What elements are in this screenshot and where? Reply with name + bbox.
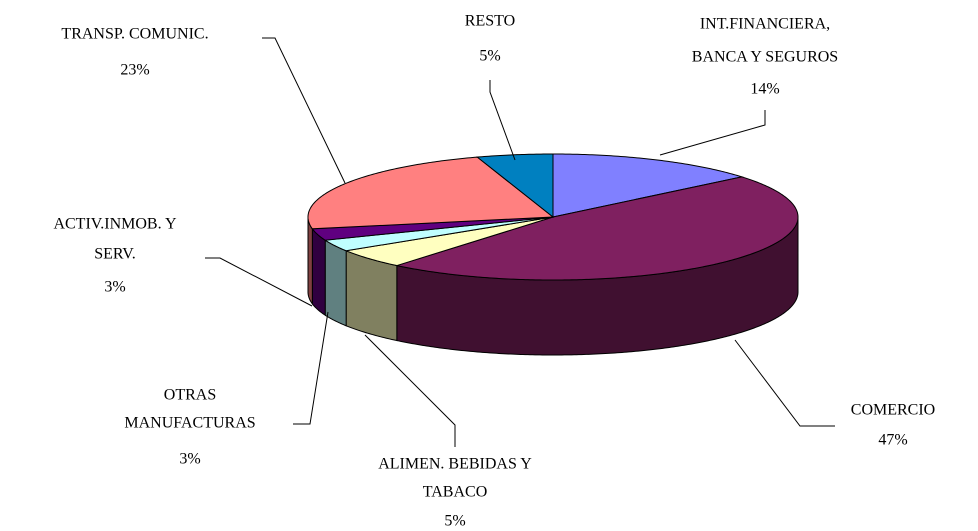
pie-side	[311, 227, 326, 317]
slice-label: TRANSP. COMUNIC.	[61, 26, 208, 43]
pie-slice	[552, 153, 744, 218]
slice-label: OTRAS	[164, 387, 216, 404]
slice-label: SERV.	[94, 246, 136, 263]
pie-slice	[307, 156, 555, 230]
leader-line	[364, 334, 456, 447]
value-label: 47%	[878, 432, 907, 449]
leader-line	[489, 80, 516, 161]
pie-slice	[323, 216, 554, 252]
slice-label: INT.FINANCIERA,	[700, 16, 830, 33]
pie-slice	[475, 153, 554, 219]
leader-line	[293, 311, 329, 425]
slice-label: TABACO	[423, 484, 488, 501]
leader-line	[659, 110, 766, 156]
slice-label: RESTO	[465, 13, 515, 30]
pie-slice	[311, 216, 554, 241]
value-label: 5%	[479, 48, 500, 65]
leader-line	[205, 257, 313, 307]
slice-label: ALIMEN. BEBIDAS Y	[378, 456, 532, 473]
pie-slice	[344, 216, 554, 267]
slice-label: COMERCIO	[851, 402, 935, 419]
pie-side	[307, 216, 313, 306]
slice-label: MANUFACTURAS	[124, 415, 255, 432]
pie-slice	[394, 176, 799, 281]
leader-line	[262, 37, 346, 184]
slice-label: ACTIV.INMOB. Y	[53, 216, 177, 233]
value-label: 23%	[120, 62, 149, 79]
value-label: 3%	[104, 279, 125, 296]
slice-label: BANCA Y SEGUROS	[692, 49, 838, 66]
value-label: 3%	[179, 451, 200, 468]
value-label: 14%	[750, 81, 779, 98]
leader-line	[734, 339, 835, 427]
value-label: 5%	[444, 513, 465, 530]
